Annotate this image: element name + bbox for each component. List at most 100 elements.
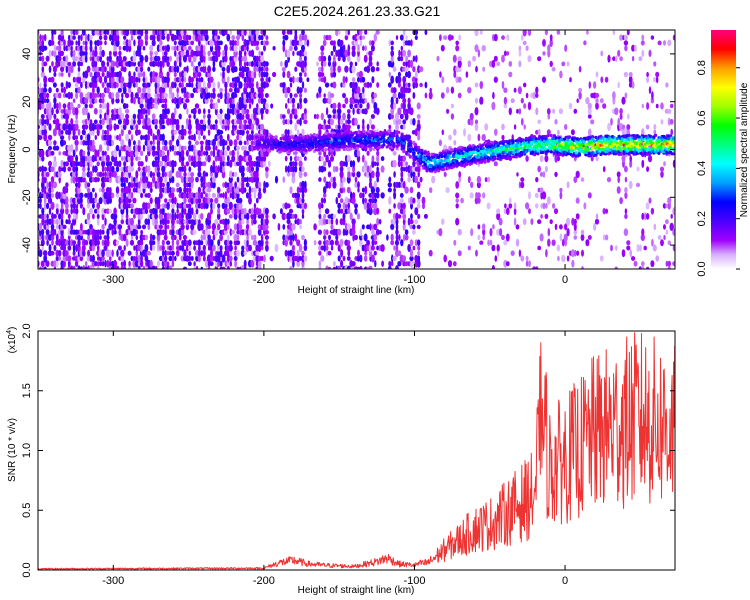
- spectrogram-cell: [154, 213, 159, 220]
- spectrogram-cell: [262, 186, 267, 194]
- spectrogram-cell: [86, 133, 91, 142]
- spectrogram-cell: [130, 124, 134, 130]
- spectrogram-cell: [149, 128, 153, 137]
- spectrogram-cell: [91, 266, 96, 269]
- spectrogram-cell: [132, 140, 136, 146]
- spectrogram-cell: [243, 76, 247, 83]
- spectrogram-cell: [89, 171, 93, 178]
- spectrogram-cell: [487, 239, 490, 246]
- spectrogram-cell: [105, 154, 110, 163]
- spectrogram-cell: [657, 40, 662, 46]
- spectrogram-cell: [89, 71, 93, 78]
- spectrogram-cell: [141, 124, 147, 130]
- spectrogram-cell: [192, 212, 197, 221]
- spectrogram-cell: [556, 30, 561, 35]
- spectrogram-cell: [41, 117, 45, 126]
- spectrogram-cell: [303, 255, 308, 262]
- spectrogram-cell: [216, 49, 221, 58]
- spectrogram-cell: [174, 255, 177, 262]
- spectrogram-cell: [359, 30, 363, 36]
- spectrogram-cell: [380, 156, 385, 162]
- spectrogram-cell: [187, 261, 192, 267]
- spectrogram-cell: [467, 133, 472, 142]
- spectrogram-cell: [416, 102, 421, 110]
- spectrogram-cell: [170, 203, 175, 209]
- spectrogram-cell: [503, 87, 508, 93]
- spectrogram-cell: [183, 66, 187, 72]
- spectrogram-cell: [130, 34, 134, 41]
- spectrogram-cell: [203, 30, 206, 37]
- spectrogram-cell: [233, 256, 238, 261]
- spectrogram-cell: [265, 244, 269, 252]
- spectrogram-cell: [127, 154, 132, 163]
- spectrogram-cell: [53, 170, 57, 178]
- spectrogram-cell: [194, 103, 200, 109]
- spectrogram-cell: [397, 214, 402, 219]
- spectrogram-cell: [501, 134, 505, 141]
- spectrogram-cell: [96, 149, 100, 158]
- spectrogram-cell: [175, 123, 180, 131]
- spectrogram-cell: [282, 44, 286, 53]
- spectrogram-cell: [84, 107, 89, 116]
- spectrogram-cell: [176, 202, 179, 210]
- spectrogram-cell: [149, 239, 154, 247]
- spectrogram-cell: [216, 250, 221, 256]
- spectrogram-cell: [154, 218, 159, 226]
- spectrogram-cell: [361, 224, 365, 230]
- spectrogram-cell: [85, 261, 88, 267]
- spectrogram-cell: [175, 245, 180, 251]
- spectrogram-cell: [113, 135, 117, 140]
- spectrogram-cell: [294, 165, 298, 173]
- spectrogram-cell: [323, 34, 327, 41]
- spectrogram-cell: [138, 76, 141, 83]
- spectrogram-cell: [120, 128, 124, 137]
- spectrogram-cell: [161, 255, 165, 262]
- spectrogram-cell: [347, 170, 351, 179]
- spectrogram-cell: [580, 234, 585, 241]
- spectrogram-cell: [393, 171, 396, 178]
- spectrogram-cell: [251, 250, 254, 257]
- spectrogram-cell: [86, 203, 91, 209]
- spectrogram-cell: [171, 223, 175, 230]
- spectrogram-cell: [542, 76, 546, 83]
- spectrogram-cell: [140, 254, 143, 263]
- spectrogram-cell: [103, 166, 108, 172]
- spectrogram-cell: [233, 139, 238, 147]
- spectrogram-cell: [301, 214, 305, 219]
- spectrogram-cell: [44, 219, 47, 224]
- spectrogram-cell: [440, 44, 445, 52]
- spectrogram-cell: [146, 82, 151, 88]
- spectrogram-cell: [133, 181, 136, 189]
- spectrogram-cell: [108, 187, 112, 194]
- spectrogram-cell: [571, 259, 575, 268]
- spectrogram-cell: [228, 214, 233, 219]
- spectrogram-cell: [41, 129, 45, 136]
- spectrogram-cell: [234, 107, 238, 116]
- spectrogram-cell: [284, 234, 288, 241]
- spectrogram-cell: [356, 149, 361, 157]
- spectrogram-cell: [70, 144, 74, 153]
- spectrogram-cell: [168, 170, 173, 179]
- spectrogram-cell: [260, 77, 264, 83]
- spectrogram-cell: [170, 81, 175, 89]
- spectrogram-signal-cell: [408, 143, 412, 147]
- spectrogram-cell: [253, 160, 257, 167]
- spectrogram-cell: [393, 245, 396, 251]
- spectrogram-cell: [356, 255, 361, 262]
- spectrogram-cell: [158, 149, 163, 158]
- spectrogram-cell: [226, 112, 231, 121]
- spectrogram-cell: [161, 133, 165, 142]
- spectrogram-cell: [366, 165, 370, 173]
- spectrogram-cell: [333, 150, 336, 157]
- spectrogram-cell: [546, 196, 551, 205]
- spectrogram-cell: [407, 176, 411, 183]
- spectrogram-cell: [55, 203, 59, 209]
- spectrogram-cell: [575, 170, 580, 179]
- spectrogram-cell: [246, 219, 250, 225]
- spectrogram-cell: [96, 261, 100, 267]
- spectrogram-cell: [286, 219, 291, 225]
- spectrogram-cell: [289, 129, 293, 136]
- spectrogram-cell: [504, 203, 507, 209]
- spectrogram-cell: [626, 124, 631, 130]
- spectrogram-cell: [339, 218, 344, 226]
